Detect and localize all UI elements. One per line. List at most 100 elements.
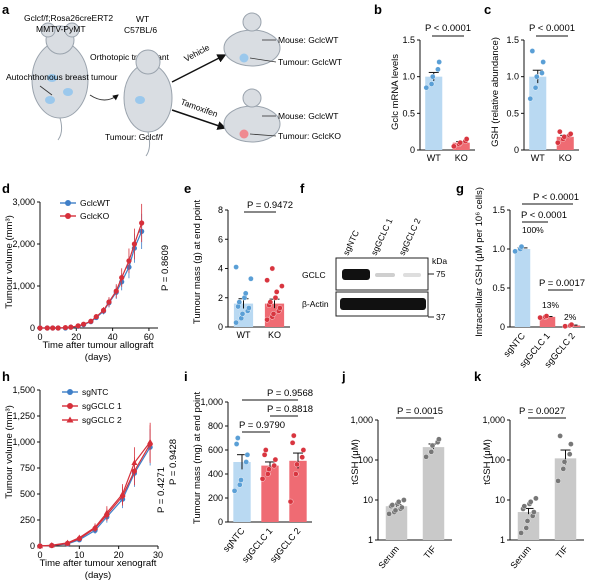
panel-d-xtick-label: 40 bbox=[108, 332, 118, 342]
panel-i-point bbox=[234, 435, 241, 441]
panel-i-point bbox=[243, 459, 249, 465]
panel-i-point bbox=[231, 487, 238, 494]
panel-d-point bbox=[93, 314, 99, 320]
panel-g-point bbox=[512, 248, 518, 255]
panel-e-point bbox=[242, 290, 249, 297]
panel-b-ytick-label: 0.5 bbox=[402, 108, 415, 118]
panel-c-point bbox=[533, 73, 540, 80]
panel-d-ylabel: Tumour volume (mm³) bbox=[4, 215, 15, 309]
panel-e-label: e bbox=[184, 181, 191, 196]
panel-i-point bbox=[236, 481, 243, 488]
legend-sgntc: sgNTC bbox=[82, 387, 108, 397]
legend-gclc-ko: GclcKO bbox=[80, 211, 110, 221]
panel-d-xlabel: Time after tumour allograft bbox=[42, 340, 153, 351]
panel-g-bar-sggclc1 bbox=[539, 316, 556, 327]
donor-mouse-icon bbox=[31, 22, 89, 141]
panel-d-point bbox=[50, 325, 56, 331]
panel-i-point bbox=[244, 451, 251, 458]
panel-i-stat3: P = 0.9790 bbox=[239, 420, 285, 431]
autochthonous-label: Autochthonous breast tumour bbox=[6, 72, 118, 82]
panel-e-point bbox=[264, 316, 270, 323]
panel-d-point bbox=[75, 323, 81, 329]
panel-k-ytick-label: 100 bbox=[490, 455, 505, 465]
panel-h-xtick-label: 10 bbox=[74, 550, 84, 560]
panel-j-label: j bbox=[341, 369, 346, 384]
panel-j-point bbox=[429, 442, 436, 449]
panel-d-ytick-label: 1,000 bbox=[12, 281, 35, 291]
panel-g-point bbox=[518, 243, 525, 250]
panel-d-point bbox=[68, 324, 74, 330]
panel-k-point bbox=[518, 530, 524, 536]
panel-g-pct1: 100% bbox=[522, 225, 544, 235]
recipient-line2: C57BL/6 bbox=[124, 25, 157, 35]
panel-d-point bbox=[44, 325, 50, 331]
panel-d-point bbox=[126, 258, 132, 264]
panel-j-bar-tif bbox=[422, 447, 445, 540]
panel-i-point bbox=[287, 498, 294, 505]
panel-k-bar-serum bbox=[517, 512, 540, 540]
blot-lane-sggclc2: sgGCLC 2 bbox=[397, 216, 423, 256]
panel-g-stat2: P < 0.0001 bbox=[521, 210, 567, 221]
panel-k-stat: P = 0.0027 bbox=[519, 406, 565, 417]
panel-e-ytick-label: 8 bbox=[218, 205, 223, 215]
panel-e-xcat: WT bbox=[237, 330, 251, 340]
panel-h-ytick-label: 1,250 bbox=[12, 411, 35, 421]
panel-j-ytick-label: 10 bbox=[363, 495, 373, 505]
panel-d-xtick-label: 0 bbox=[37, 332, 42, 342]
panel-k-ytick-label: 1,000 bbox=[482, 415, 505, 425]
panel-g-point bbox=[537, 314, 543, 321]
blot-lane-sggclc1: sgGCLC 1 bbox=[369, 216, 395, 256]
panel-e-point bbox=[233, 264, 239, 270]
panel-i-ytick-label: 200 bbox=[208, 493, 223, 503]
panel-k-point bbox=[524, 518, 531, 524]
panel-d-xlabel2: (days) bbox=[85, 352, 111, 363]
panel-c-stat: P < 0.0001 bbox=[529, 23, 575, 34]
panel-c-point bbox=[539, 70, 545, 76]
panel-e-point bbox=[233, 319, 239, 326]
panel-d-point bbox=[62, 324, 69, 331]
panel-e-point bbox=[264, 277, 270, 284]
blot-gclc-band-sggclc1 bbox=[375, 273, 395, 277]
panel-d-label: d bbox=[2, 181, 10, 196]
panel-e-point bbox=[272, 294, 279, 301]
panel-a-label: a bbox=[2, 2, 10, 17]
panel-i-ytick-label: 800 bbox=[208, 421, 223, 431]
panel-g-ytick-label: 1.5 bbox=[492, 205, 505, 215]
panel-b-point bbox=[428, 81, 435, 87]
panel-b-point bbox=[457, 139, 464, 146]
panel-i-point bbox=[272, 456, 279, 463]
panel-j-point bbox=[389, 502, 396, 508]
panel-i-point bbox=[289, 439, 296, 446]
panel-i-point bbox=[238, 477, 244, 483]
panel-f-blot: sgNTC sgGCLC 1 sgGCLC 2 kDa GCLC β-Actin… bbox=[302, 216, 447, 322]
panel-j-point bbox=[386, 511, 392, 517]
panel-b-ytick-label: 0 bbox=[410, 145, 415, 155]
tamoxifen-label: Tamoxifen bbox=[179, 96, 219, 119]
panel-h-point bbox=[48, 541, 55, 548]
panel-a: a Gclcf/f;Rosa26creERT2 MMTV-PyMT Autoch… bbox=[2, 2, 342, 157]
panel-i-label: i bbox=[184, 369, 188, 384]
panel-d-point bbox=[80, 321, 87, 327]
panel-c-ytick-label: 0 bbox=[514, 145, 519, 155]
donor-genotype: Gclcf/f;Rosa26creERT2 bbox=[24, 13, 113, 23]
panel-i-ytick-label: 0 bbox=[218, 517, 223, 527]
panel-e-point bbox=[239, 311, 246, 317]
panel-h-xlabel2: (days) bbox=[85, 570, 111, 581]
panel-e-ytick-label: 2 bbox=[218, 293, 223, 303]
panel-j-xcat: Serum bbox=[376, 544, 401, 571]
panel-i-point bbox=[261, 451, 268, 458]
panel-k-ytick-label: 1 bbox=[500, 535, 505, 545]
panel-g-ylabel: Intracellular GSH (μM per 10⁶ cells) bbox=[474, 187, 485, 337]
panel-i-point bbox=[259, 475, 266, 482]
panel-i-ytick-label: 600 bbox=[208, 445, 223, 455]
panel-k-point bbox=[557, 433, 563, 439]
panel-j-point bbox=[399, 504, 405, 511]
panel-e-ytick-label: 0 bbox=[218, 322, 223, 332]
panel-c-bar-wt bbox=[529, 76, 547, 150]
panel-g-pct3: 2% bbox=[564, 312, 577, 322]
panel-h-ylabel: Tumour volume (mm³) bbox=[4, 405, 15, 499]
panel-i-point bbox=[292, 471, 299, 477]
panel-j-ytick-label: 1,000 bbox=[350, 415, 373, 425]
blot-gclc-band-sggclc2 bbox=[403, 273, 421, 277]
